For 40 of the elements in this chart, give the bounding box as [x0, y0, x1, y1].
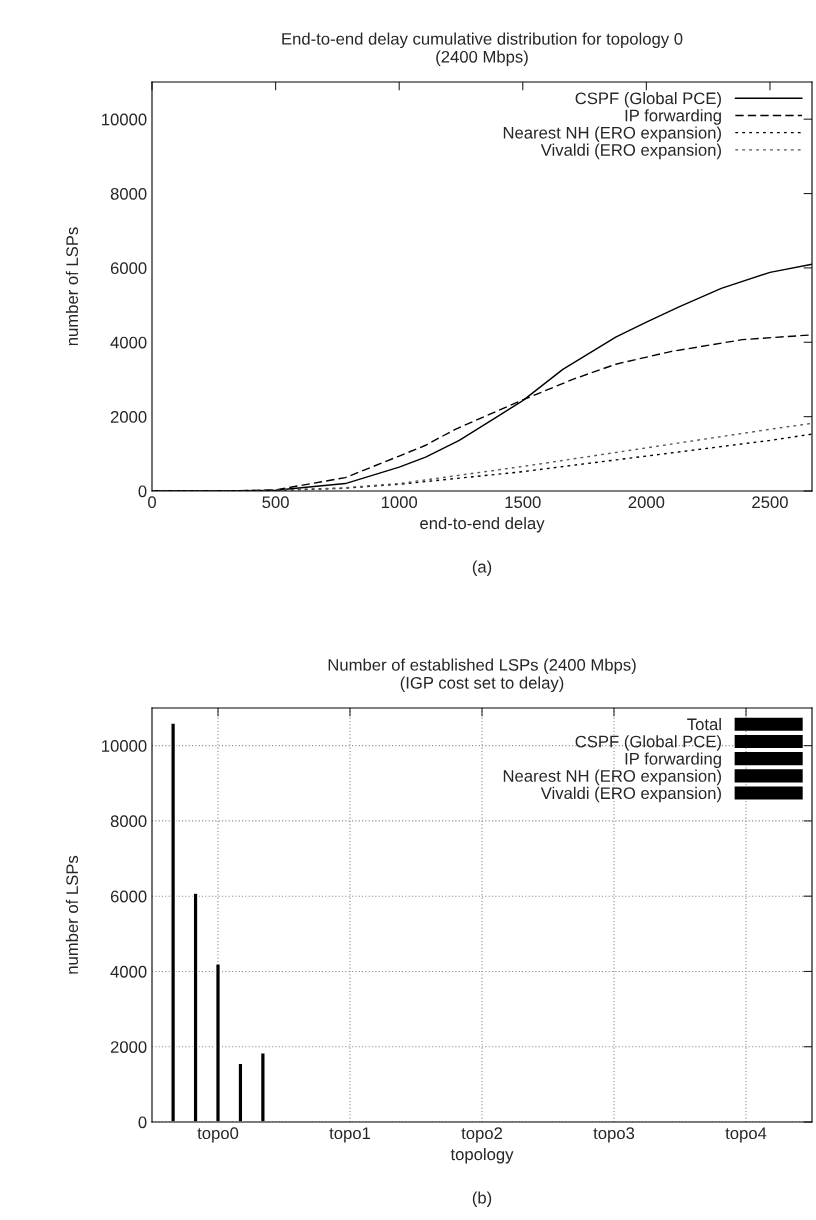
- text: (b): [472, 1191, 492, 1207]
- legend-label: Vivaldi (ERO expansion): [540, 143, 721, 160]
- legend-label: CSPF (Global PCE): [575, 735, 721, 751]
- legend-label: Nearest NH (ERO expansion): [503, 769, 721, 786]
- y-tick-label: 4000: [110, 336, 147, 349]
- y-tick-label: 8000: [110, 187, 147, 200]
- x-tick-label: 500: [262, 496, 289, 509]
- y-tick-label: 6000: [110, 262, 147, 275]
- x-tick-label: topo0: [197, 1127, 239, 1143]
- legend-label: IP forwarding: [625, 752, 721, 768]
- x-tick-label: 0: [148, 496, 156, 509]
- x-tick-label: topo2: [461, 1127, 503, 1143]
- y-tick-label: 10000: [102, 113, 147, 126]
- y-tick-label: 0: [138, 1116, 147, 1129]
- x-tick-label: topo4: [725, 1127, 767, 1143]
- text: (a): [472, 560, 492, 576]
- x-tick-label: 2500: [752, 496, 788, 509]
- x-axis-title: topology: [450, 1147, 514, 1164]
- y-tick-label: 2000: [110, 411, 147, 423]
- y-tick-label: 2000: [110, 1041, 147, 1053]
- y-axis-title: number of LSPs: [65, 227, 79, 346]
- x-tick-label: 1000: [381, 496, 418, 509]
- x-axis-title: end-to-end delay: [420, 516, 545, 533]
- y-tick-label: 10000: [102, 740, 147, 752]
- x-tick-label: topo3: [593, 1127, 635, 1143]
- y-tick-label: 4000: [110, 965, 147, 978]
- legend-label: Nearest NH (ERO expansion): [503, 126, 721, 142]
- y-tick-label: 8000: [110, 815, 147, 828]
- legend-label: Total: [687, 718, 721, 731]
- chart-title: End-to-end delay cumulative distribution for topology 0 (2400 Mbps): [282, 32, 683, 67]
- x-tick-label: 2000: [628, 496, 665, 509]
- y-axis-title: number of LSPs: [65, 855, 79, 974]
- x-tick-label: 1500: [505, 496, 541, 509]
- y-tick-label: 6000: [110, 890, 147, 903]
- x-tick-label: topo1: [329, 1127, 371, 1143]
- chart-title: Number of established LSPs (2400 Mbps) (IGP cost set to delay): [328, 658, 636, 693]
- legend-label: CSPF (Global PCE): [575, 92, 721, 108]
- legend-label: IP forwarding: [625, 109, 721, 125]
- y-tick-label: 0: [138, 485, 147, 498]
- legend-label: Vivaldi (ERO expansion): [540, 786, 721, 803]
